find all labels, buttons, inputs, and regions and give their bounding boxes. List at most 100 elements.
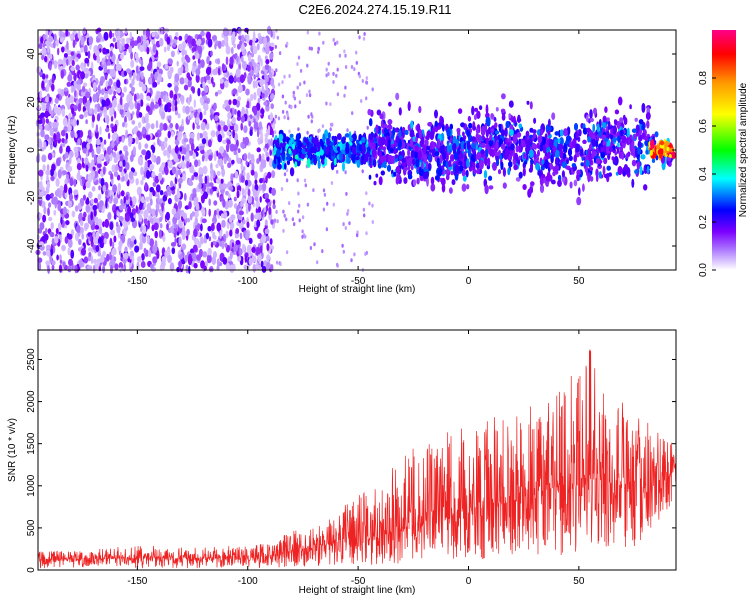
heatmap-cell [212,186,218,192]
heatmap-cell [621,136,627,141]
heatmap-cell [633,133,637,140]
heatmap-cell [57,222,62,231]
heatmap-cell [83,194,86,201]
heatmap-cell [587,148,591,158]
heatmap-cell [85,119,88,125]
heatmap-cell [48,216,53,222]
heatmap-cell [210,241,214,248]
heatmap-cell [371,203,374,208]
heatmap-cell [94,107,98,115]
heatmap-cell [414,150,419,159]
heatmap-cell [325,67,328,72]
heatmap-cell [174,145,179,154]
heatmap-cell [306,63,309,68]
heatmap-cell [454,173,459,181]
heatmap-cell [99,80,104,86]
heatmap-cell [215,163,219,169]
heatmap-cell [296,62,299,66]
heatmap-cell [179,77,185,85]
heatmap-cell [269,238,273,245]
heatmap-cell [363,32,366,36]
heatmap-cell [283,115,286,120]
heatmap-cell [263,101,268,106]
heatmap-cell [150,72,154,79]
heatmap-cell [339,151,343,162]
heatmap-cell [138,57,142,64]
heatmap-cell [113,235,117,243]
heatmap-cell [70,66,75,72]
heatmap-cell [113,157,118,164]
heatmap-cell [261,93,265,98]
heatmap-cell [95,138,101,146]
heatmap-cell [234,53,238,59]
heatmap-cell [467,115,472,122]
heatmap-cell [58,264,63,273]
heatmap-cell [410,165,414,171]
heatmap-cell [314,137,319,145]
heatmap-cell [216,170,221,176]
heatmap-cell [334,41,337,46]
heatmap-cell [258,121,263,131]
heatmap-cell [210,113,213,121]
heatmap-cell [208,198,211,206]
heatmap-cell [604,106,608,113]
heatmap-cell [336,67,339,72]
heatmap-cell [412,179,417,187]
heatmap-cell [83,82,88,87]
heatmap-cell [236,116,241,121]
heatmap-cell [178,260,182,269]
heatmap-cell [128,135,133,144]
heatmap-cell [327,132,331,140]
heatmap-cell [318,31,321,36]
heatmap-cell [233,43,236,49]
heatmap-cell [194,111,197,119]
heatmap-cell [71,107,75,115]
heatmap-cell [264,55,268,61]
heatmap-cell [182,225,186,233]
heatmap-cell [110,46,114,52]
heatmap-cell [193,99,196,109]
heatmap-cell [182,147,187,155]
heatmap-cell [84,222,89,230]
heatmap-cell [333,135,338,146]
heatmap-cell [195,68,201,76]
heatmap-cell [650,139,655,149]
heatmap-cell [227,157,232,163]
heatmap-cell [201,218,207,224]
heatmap-cell [85,51,89,57]
heatmap-cell [147,63,152,72]
heatmap-cell [346,211,349,216]
heatmap-cell [208,208,211,217]
heatmap-cell [277,155,281,165]
heatmap-cell [457,147,461,155]
heatmap-cell [651,158,656,163]
heatmap-cell [52,121,58,129]
heatmap-cell [231,159,235,165]
heatmap-cell [65,220,70,226]
chart-title: C2E6.2024.274.15.19.R11 [298,2,452,17]
heatmap-cell [512,133,518,144]
heatmap-cell [342,222,345,227]
heatmap-cell [304,234,307,239]
heatmap-cell [627,138,631,144]
heatmap-cell [366,125,369,130]
heatmap-cell [448,160,452,168]
heatmap-cell [526,100,530,105]
heatmap-cell [217,40,222,49]
heatmap-cell [74,133,78,139]
heatmap-cell [494,122,498,129]
heatmap-cell [172,216,178,225]
heatmap-cell [131,78,135,86]
heatmap-cell [235,228,240,234]
heatmap-cell [167,197,172,205]
heatmap-cell [387,139,391,150]
heatmap-cell [194,217,198,226]
heatmap-cell [69,193,73,202]
heatmap-cell [154,230,158,239]
heatmap-cell [472,161,476,170]
heatmap-cell [401,126,406,133]
heatmap-cell [317,46,320,51]
heatmap-cell [45,118,49,124]
heatmap-cell [181,118,184,128]
heatmap-cell [207,139,212,148]
